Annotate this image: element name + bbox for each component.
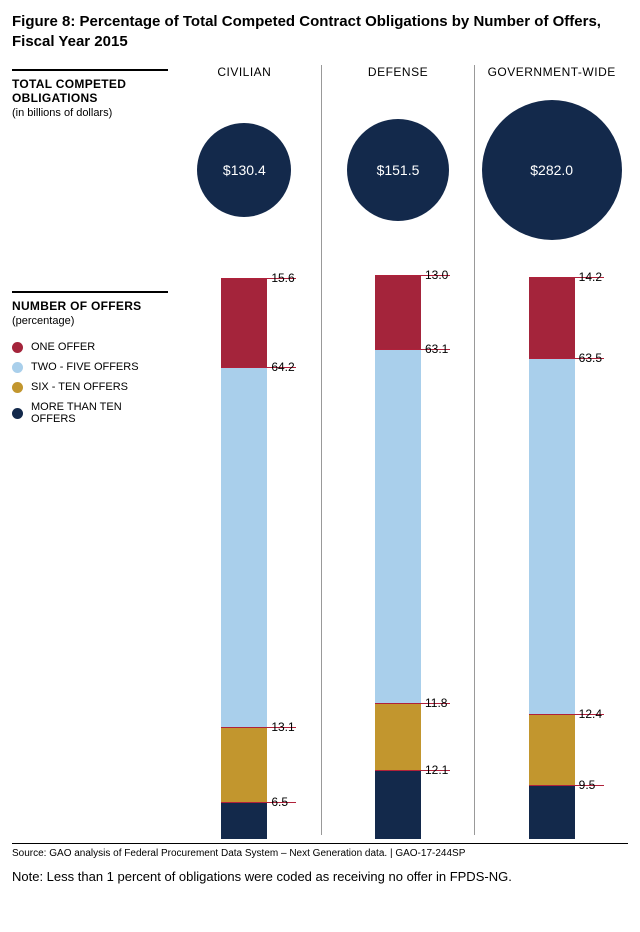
bar-segment: 14.2 xyxy=(529,277,575,358)
obligations-bubble: $151.5 xyxy=(347,119,449,221)
stacked-bar-wrap: 15.664.213.16.5 xyxy=(176,265,313,835)
legend-label: MORE THAN TEN OFFERS xyxy=(31,401,168,425)
left-column: TOTAL COMPETED OBLIGATIONS (in billions … xyxy=(12,65,168,835)
offers-heading: NUMBER OF OFFERS xyxy=(12,299,168,313)
chart-column: DEFENSE$151.513.063.111.812.1 xyxy=(321,65,475,835)
segment-value-label: 64.2 xyxy=(271,360,294,374)
bar-segment: 11.8 xyxy=(375,703,421,770)
bubble-area: $282.0 xyxy=(483,85,620,255)
stacked-bar: 14.263.512.49.5 xyxy=(529,277,575,835)
legend-item: MORE THAN TEN OFFERS xyxy=(12,401,168,425)
legend-item: SIX - TEN OFFERS xyxy=(12,381,168,393)
bubble-area: $151.5 xyxy=(330,85,467,255)
legend-swatch xyxy=(12,408,23,419)
segment-value-label: 13.0 xyxy=(425,268,448,282)
legend-item: TWO - FIVE OFFERS xyxy=(12,361,168,373)
segment-value-label: 12.4 xyxy=(579,707,602,721)
segment-value-label: 9.5 xyxy=(579,778,596,792)
chart-area: TOTAL COMPETED OBLIGATIONS (in billions … xyxy=(12,65,628,835)
bubble-value: $282.0 xyxy=(530,162,573,178)
legend-swatch xyxy=(12,362,23,373)
legend: ONE OFFER TWO - FIVE OFFERS SIX - TEN OFFE… xyxy=(12,341,168,425)
segment-value-label: 15.6 xyxy=(271,271,294,285)
column-heading: GOVERNMENT-WIDE xyxy=(483,65,620,85)
column-heading: CIVILIAN xyxy=(176,65,313,85)
segment-value-label: 63.5 xyxy=(579,351,602,365)
obligations-bubble: $282.0 xyxy=(482,100,622,240)
bubble-area: $130.4 xyxy=(176,85,313,255)
legend-item: ONE OFFER xyxy=(12,341,168,353)
bubble-value: $130.4 xyxy=(223,162,266,178)
bubble-value: $151.5 xyxy=(377,162,420,178)
obligations-heading: TOTAL COMPETED OBLIGATIONS xyxy=(12,77,168,105)
chart-column: GOVERNMENT-WIDE$282.014.263.512.49.5 xyxy=(474,65,628,835)
bar-segment: 13.0 xyxy=(375,275,421,349)
legend-label: SIX - TEN OFFERS xyxy=(31,381,128,393)
stacked-bar: 13.063.111.812.1 xyxy=(375,275,421,835)
bar-segment: 63.1 xyxy=(375,349,421,703)
legend-label: ONE OFFER xyxy=(31,341,95,353)
bar-segment: 12.4 xyxy=(529,714,575,784)
stacked-bar-wrap: 14.263.512.49.5 xyxy=(483,265,620,835)
source-line: Source: GAO analysis of Federal Procurem… xyxy=(12,843,628,859)
stacked-bar-wrap: 13.063.111.812.1 xyxy=(330,265,467,835)
bar-segment: 15.6 xyxy=(221,278,267,366)
bar-segment: 64.2 xyxy=(221,367,267,728)
bar-segment: 12.1 xyxy=(375,770,421,839)
chart-column: CIVILIAN$130.415.664.213.16.5 xyxy=(168,65,321,835)
stacked-bar: 15.664.213.16.5 xyxy=(221,278,267,835)
segment-value-label: 13.1 xyxy=(271,720,294,734)
segment-value-label: 14.2 xyxy=(579,270,602,284)
segment-value-label: 12.1 xyxy=(425,763,448,777)
bar-segment: 9.5 xyxy=(529,785,575,839)
obligations-bubble: $130.4 xyxy=(197,123,291,217)
legend-label: TWO - FIVE OFFERS xyxy=(31,361,139,373)
legend-swatch xyxy=(12,382,23,393)
segment-value-label: 6.5 xyxy=(271,795,288,809)
chart-columns: CIVILIAN$130.415.664.213.16.5DEFENSE$151… xyxy=(168,65,628,835)
segment-value-label: 11.8 xyxy=(425,696,447,710)
bar-segment: 6.5 xyxy=(221,802,267,839)
obligations-subheading: (in billions of dollars) xyxy=(12,107,168,119)
figure-title: Figure 8: Percentage of Total Competed C… xyxy=(12,12,628,51)
bar-segment: 13.1 xyxy=(221,727,267,801)
column-heading: DEFENSE xyxy=(330,65,467,85)
offers-subheading: (percentage) xyxy=(12,315,168,327)
segment-value-label: 63.1 xyxy=(425,342,448,356)
note-line: Note: Less than 1 percent of obligations… xyxy=(12,869,628,884)
legend-swatch xyxy=(12,342,23,353)
bar-segment: 63.5 xyxy=(529,358,575,715)
